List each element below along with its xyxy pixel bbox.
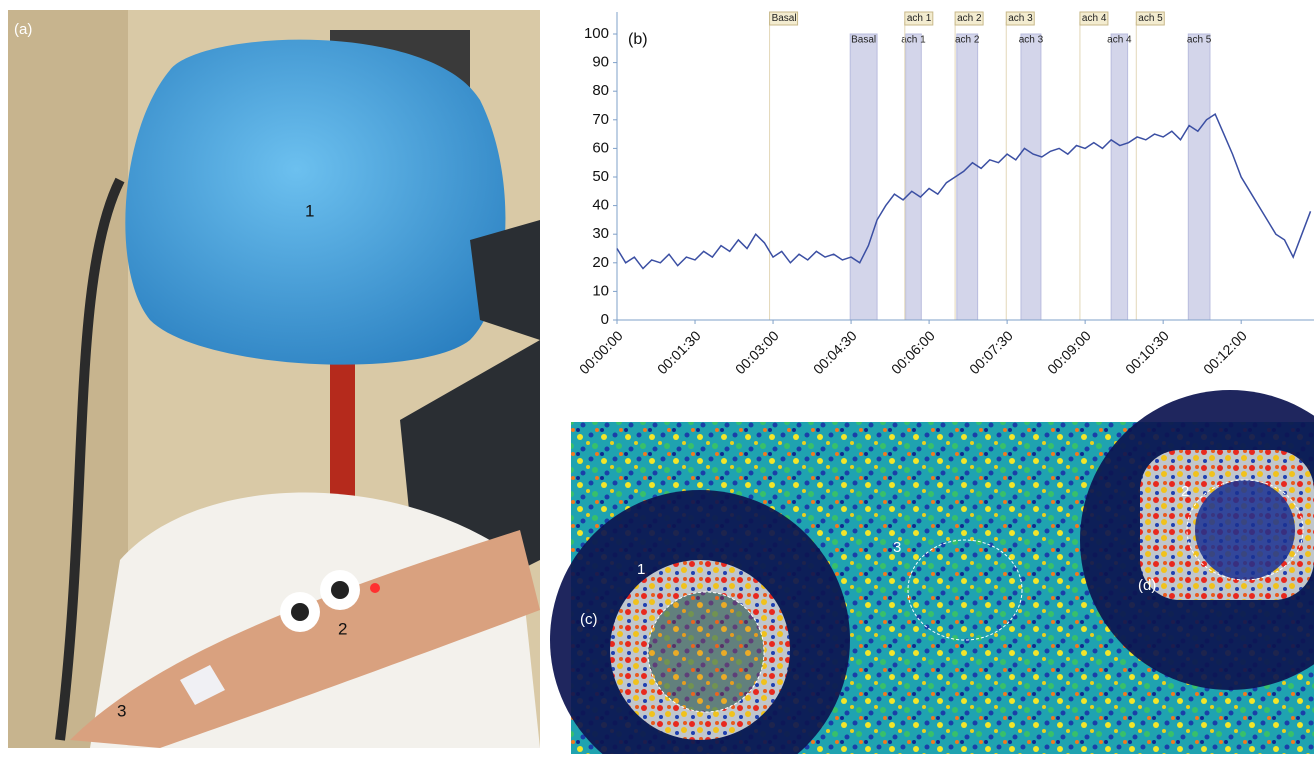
x-tick-label: 00:09:00 <box>1044 327 1094 377</box>
callout: 2 <box>338 619 347 638</box>
event-label: ach 3 <box>1019 35 1044 46</box>
x-tick-label: 00:06:00 <box>888 327 938 377</box>
x-tick-label: 00:12:00 <box>1200 327 1250 377</box>
marker-label: ach 2 <box>957 13 982 24</box>
panel-label: (b) <box>628 31 648 48</box>
marker-label: Basal <box>772 13 797 24</box>
event-label: Basal <box>851 35 876 46</box>
event-band <box>1111 34 1127 320</box>
x-tick-label: 00:10:30 <box>1122 327 1172 377</box>
x-tick-label: 00:03:00 <box>732 327 782 377</box>
event-band <box>850 34 877 320</box>
y-tick-label: 50 <box>592 168 609 185</box>
y-tick-label: 40 <box>592 197 609 214</box>
event-band <box>1188 34 1210 320</box>
callout: 2 <box>1181 483 1189 500</box>
x-tick-label: 00:07:30 <box>966 327 1016 377</box>
chart: (b) Basal ach 1 ach 2 ach 3 ach 4 ach 5 Basal a… <box>576 12 1314 377</box>
x-tick-label: 00:00:00 <box>576 327 626 377</box>
panel-label: (a) <box>14 21 32 38</box>
y-tick-label: 10 <box>592 282 609 299</box>
y-tick-label: 20 <box>592 254 609 271</box>
y-tick-label: 0 <box>601 311 609 328</box>
marker-label: ach 3 <box>1008 13 1033 24</box>
marker-label: ach 5 <box>1138 13 1163 24</box>
callout: 1 <box>305 201 314 220</box>
event-band <box>957 34 978 320</box>
marker-label: ach 4 <box>1082 13 1107 24</box>
event-label: ach 2 <box>955 35 980 46</box>
y-tick-label: 100 <box>584 25 609 42</box>
perfusion-panel: (c) (d) 1 2 3 <box>550 390 1314 754</box>
marker-label: ach 1 <box>907 13 932 24</box>
callout: 3 <box>893 539 901 556</box>
photo-panel: (a) 1 2 3 <box>8 10 540 748</box>
x-tick-label: 00:04:30 <box>810 327 860 377</box>
y-tick-label: 70 <box>592 111 609 128</box>
figure: (a) 1 2 3 (b) Basalach 1ach 2ach 3ach 4a… <box>0 0 1314 754</box>
y-tick-label: 90 <box>592 54 609 71</box>
event-band <box>906 34 922 320</box>
event-label: ach 5 <box>1187 35 1212 46</box>
callout: 3 <box>117 701 126 720</box>
y-tick-label: 60 <box>592 139 609 156</box>
panel-label: (d) <box>1138 577 1156 594</box>
y-tick-label: 80 <box>592 82 609 99</box>
event-band <box>1021 34 1041 320</box>
callout: 1 <box>637 561 645 578</box>
y-tick-label: 30 <box>592 225 609 242</box>
panel-label: (c) <box>580 611 598 628</box>
x-tick-label: 00:01:30 <box>654 327 704 377</box>
event-label: ach 4 <box>1107 35 1132 46</box>
